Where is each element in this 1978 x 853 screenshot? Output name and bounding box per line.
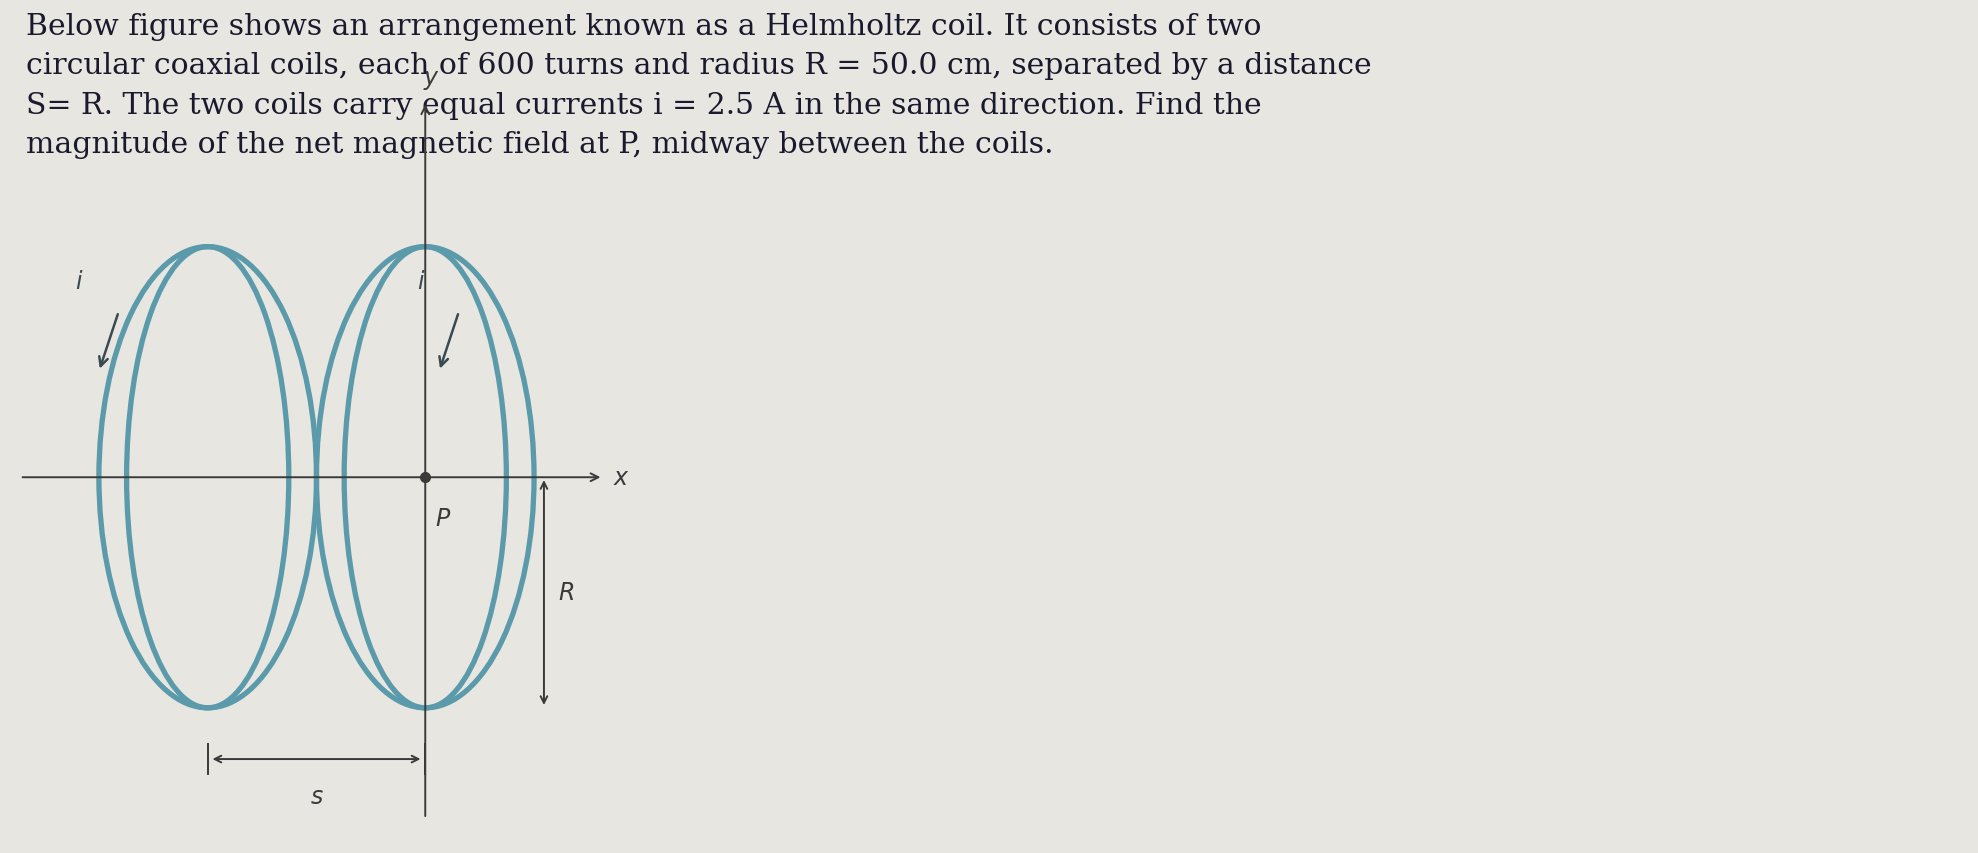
Text: $P$: $P$ — [435, 508, 451, 531]
Text: $y$: $y$ — [423, 69, 439, 92]
Text: $i$: $i$ — [417, 271, 425, 293]
Text: Below figure shows an arrangement known as a Helmholtz coil. It consists of two
: Below figure shows an arrangement known … — [26, 13, 1371, 159]
Text: $s$: $s$ — [311, 785, 322, 808]
Text: $x$: $x$ — [613, 467, 629, 489]
Text: $i$: $i$ — [75, 271, 83, 293]
Text: $R$: $R$ — [558, 582, 574, 604]
